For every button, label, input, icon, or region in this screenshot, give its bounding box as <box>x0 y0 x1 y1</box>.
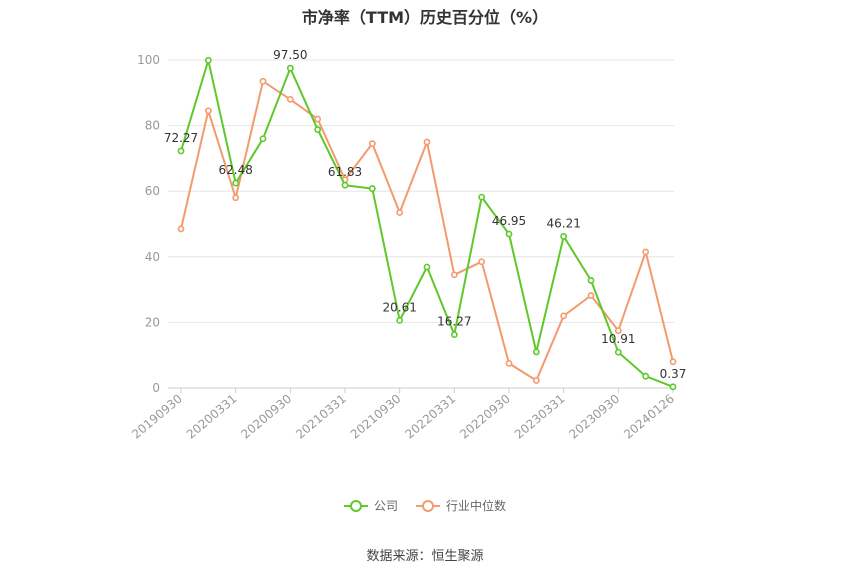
y-tick-label-40: 40 <box>145 250 160 264</box>
legend-swatch-industry-median <box>416 499 440 513</box>
series-0-point-5 <box>314 126 322 133</box>
series-0-point-17 <box>642 372 650 380</box>
series-line-0 <box>180 59 674 388</box>
series-0-point-6 <box>341 181 349 189</box>
series-1-point-16 <box>614 327 622 334</box>
series-1-point-14 <box>560 312 568 320</box>
series-0-point-13 <box>532 348 540 356</box>
legend: 公司 行业中位数 <box>0 497 850 514</box>
series-0-point-11 <box>478 193 486 201</box>
series-0-point-4 <box>286 64 294 72</box>
series-1-point-3 <box>259 77 267 85</box>
x-tick-label-20240126: 20240126 <box>621 392 677 442</box>
data-label-12: 46.95 <box>492 214 526 228</box>
data-label-10: 16.27 <box>437 315 471 329</box>
series-1-point-9 <box>423 138 431 146</box>
series-0-point-9 <box>423 263 431 271</box>
series-0-point-8 <box>396 316 404 324</box>
y-tick-label-60: 60 <box>145 184 160 198</box>
series-1-point-4 <box>286 95 294 103</box>
series-1-point-15 <box>587 292 595 299</box>
legend-label-company: 公司 <box>373 499 398 513</box>
series-0-point-14 <box>560 233 568 240</box>
y-tick-label-80: 80 <box>145 119 160 133</box>
series-1-point-1 <box>204 107 212 115</box>
data-label-18: 0.37 <box>660 367 687 381</box>
series-1-point-8 <box>396 209 404 216</box>
x-tick-label-20230331: 20230331 <box>512 392 568 442</box>
legend-item-industry-median[interactable]: 行业中位数 <box>416 497 506 514</box>
series-0-point-2 <box>232 179 240 187</box>
x-tick-label-20230930: 20230930 <box>566 392 622 442</box>
data-label-0: 72.27 <box>164 131 198 145</box>
y-tick-label-20: 20 <box>145 315 160 329</box>
series-1-point-0 <box>177 225 185 233</box>
data-label-16: 10.91 <box>601 332 635 346</box>
series-1-point-12 <box>505 359 513 367</box>
series-1-point-18 <box>669 358 677 366</box>
data-label-14: 46.21 <box>546 216 580 230</box>
series-0-point-10 <box>450 331 458 339</box>
chart-title: 市净率（TTM）历史百分位（%） <box>301 8 549 27</box>
series-0-point-7 <box>368 185 376 192</box>
series-line-1 <box>180 80 674 382</box>
data-source-note: 数据来源：恒生聚源 <box>366 549 484 564</box>
legend-label-industry-median: 行业中位数 <box>446 499 507 513</box>
x-tick-label-20200331: 20200331 <box>184 392 240 442</box>
y-tick-label-100: 100 <box>137 53 160 67</box>
series-0-point-0 <box>177 147 185 155</box>
x-tick-label-20210930: 20210930 <box>348 392 404 442</box>
series-0-point-16 <box>614 348 622 356</box>
x-tick-label-20220930: 20220930 <box>457 392 513 442</box>
series-1-point-17 <box>642 248 650 256</box>
data-label-6: 61.83 <box>328 165 362 179</box>
data-label-2: 62.48 <box>218 163 252 177</box>
series-1-point-13 <box>532 377 540 384</box>
legend-swatch-company <box>343 499 368 513</box>
series-0-point-1 <box>204 56 212 64</box>
series-0-point-3 <box>259 135 267 143</box>
x-tick-label-20200930: 20200930 <box>238 392 294 442</box>
data-label-4: 97.50 <box>273 48 307 62</box>
series-1-point-5 <box>314 115 322 123</box>
series-0-point-15 <box>587 277 595 284</box>
series-0-point-12 <box>505 230 513 238</box>
series-1-point-11 <box>478 258 486 266</box>
data-label-8: 20.61 <box>382 300 416 314</box>
series-1-point-10 <box>450 271 458 279</box>
series-1-point-2 <box>232 194 240 202</box>
x-tick-label-20210331: 20210331 <box>293 392 349 442</box>
x-tick-label-20220331: 20220331 <box>402 392 458 442</box>
x-tick-label-20190930: 20190930 <box>129 392 185 442</box>
legend-item-company[interactable]: 公司 <box>343 497 398 514</box>
series-0-point-18 <box>669 383 677 391</box>
y-tick-label-0: 0 <box>152 381 160 395</box>
series-1-point-7 <box>368 140 376 148</box>
